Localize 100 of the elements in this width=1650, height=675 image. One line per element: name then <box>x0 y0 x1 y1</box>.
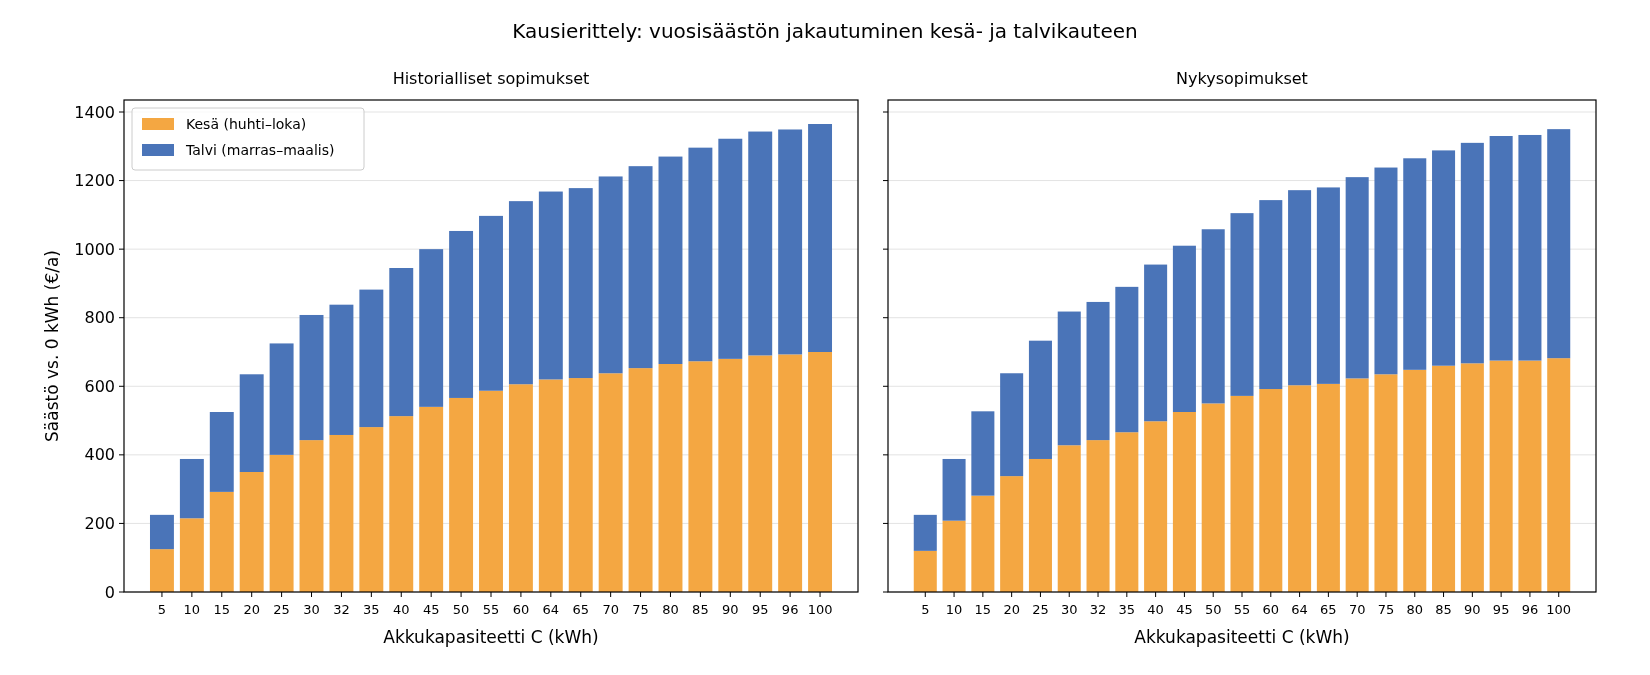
bar <box>1489 360 1513 592</box>
bar <box>239 472 264 592</box>
bar <box>239 374 264 472</box>
bar <box>299 314 324 441</box>
bar <box>1172 245 1196 412</box>
bar <box>1000 476 1024 592</box>
chart-title: Historialliset sopimukset <box>392 69 590 88</box>
bar <box>1518 134 1542 361</box>
legend-label: Talvi (marras–maalis) <box>185 141 335 158</box>
bar <box>628 166 653 369</box>
x-tick-label: 65 <box>1320 602 1337 617</box>
x-tick-label: 50 <box>1204 602 1222 617</box>
bar <box>508 384 533 592</box>
bar <box>1432 150 1456 366</box>
bar <box>389 416 414 592</box>
y-tick-label: 1200 <box>74 171 115 191</box>
bar <box>1201 403 1225 592</box>
bar <box>1460 142 1484 364</box>
x-tick-label: 5 <box>157 602 167 617</box>
bar <box>1057 311 1081 446</box>
x-tick-label: 5 <box>921 602 930 617</box>
x-tick-label: 75 <box>1377 602 1395 617</box>
x-tick-label: 70 <box>602 602 619 617</box>
bar <box>419 406 444 592</box>
bar <box>1086 440 1110 592</box>
bar <box>568 188 593 379</box>
x-tick-label: 35 <box>1118 602 1136 617</box>
x-tick-label: 90 <box>722 602 739 617</box>
bar <box>1288 385 1312 592</box>
bar <box>913 514 937 551</box>
x-tick-label: 85 <box>1435 602 1452 617</box>
bar <box>1316 187 1340 384</box>
x-tick-label: 30 <box>1060 602 1078 617</box>
x-tick-label: 60 <box>512 602 530 617</box>
bar <box>808 124 833 352</box>
x-tick-label: 75 <box>632 602 649 617</box>
x-tick-label: 100 <box>807 602 833 617</box>
x-tick-label: 45 <box>422 602 440 617</box>
bar <box>1259 389 1283 592</box>
x-tick-label: 96 <box>1521 602 1539 617</box>
bar <box>538 191 563 380</box>
bar <box>479 215 503 391</box>
bar <box>1288 190 1312 386</box>
bar <box>359 427 384 592</box>
x-tick-label: 30 <box>303 602 320 617</box>
text: Kausierittely: vuosisäästön jakautuminen kesä- ja talvikauteen <box>512 19 1138 43</box>
bar <box>389 268 414 417</box>
x-tick-label: 65 <box>572 602 590 617</box>
bar <box>1345 378 1369 592</box>
bar <box>329 304 354 435</box>
y-tick-label: 1400 <box>74 102 115 122</box>
bar <box>1432 365 1456 592</box>
bar <box>1259 200 1283 390</box>
x-tick-label: 15 <box>974 602 992 617</box>
bar <box>479 390 503 592</box>
bar <box>971 411 995 496</box>
bar <box>1316 383 1340 592</box>
bar <box>419 249 444 407</box>
bar <box>1230 213 1254 396</box>
bar <box>778 129 803 355</box>
y-tick-label: 400 <box>84 445 115 465</box>
bar <box>1172 412 1196 592</box>
bar <box>942 520 966 592</box>
bar <box>748 131 773 356</box>
bar <box>688 361 713 592</box>
bar <box>1115 432 1139 592</box>
bar <box>718 358 743 592</box>
bar <box>1403 369 1427 592</box>
bar <box>449 230 474 398</box>
x-tick-label: 80 <box>662 602 679 617</box>
bar <box>269 454 294 592</box>
bar <box>718 138 743 359</box>
x-tick-label: 64 <box>542 602 560 617</box>
bar <box>269 343 294 455</box>
x-tick-label: 90 <box>1464 602 1481 617</box>
x-axis-title: Akkukapasiteetti C (kWh) <box>383 627 599 647</box>
bar <box>179 458 204 519</box>
y-tick-label: 600 <box>84 376 115 396</box>
bar <box>1374 374 1398 592</box>
bar <box>508 201 533 385</box>
bar <box>149 549 174 592</box>
bar <box>808 352 833 592</box>
bar <box>329 434 354 592</box>
bar <box>568 378 593 592</box>
bar <box>1115 286 1139 433</box>
x-tick-label: 10 <box>945 602 963 617</box>
bar <box>149 514 174 550</box>
bar <box>449 397 474 592</box>
x-tick-label: 10 <box>183 602 201 617</box>
bar <box>179 518 204 592</box>
bar <box>913 550 937 592</box>
bar <box>1144 421 1168 592</box>
x-tick-label: 32 <box>1089 602 1107 617</box>
x-tick-label: 25 <box>1032 602 1049 617</box>
bar <box>688 147 713 362</box>
bar <box>359 289 384 428</box>
x-tick-label: 60 <box>1262 602 1280 617</box>
bar <box>1086 301 1110 441</box>
bar <box>658 364 683 592</box>
x-tick-label: 64 <box>1291 602 1308 617</box>
